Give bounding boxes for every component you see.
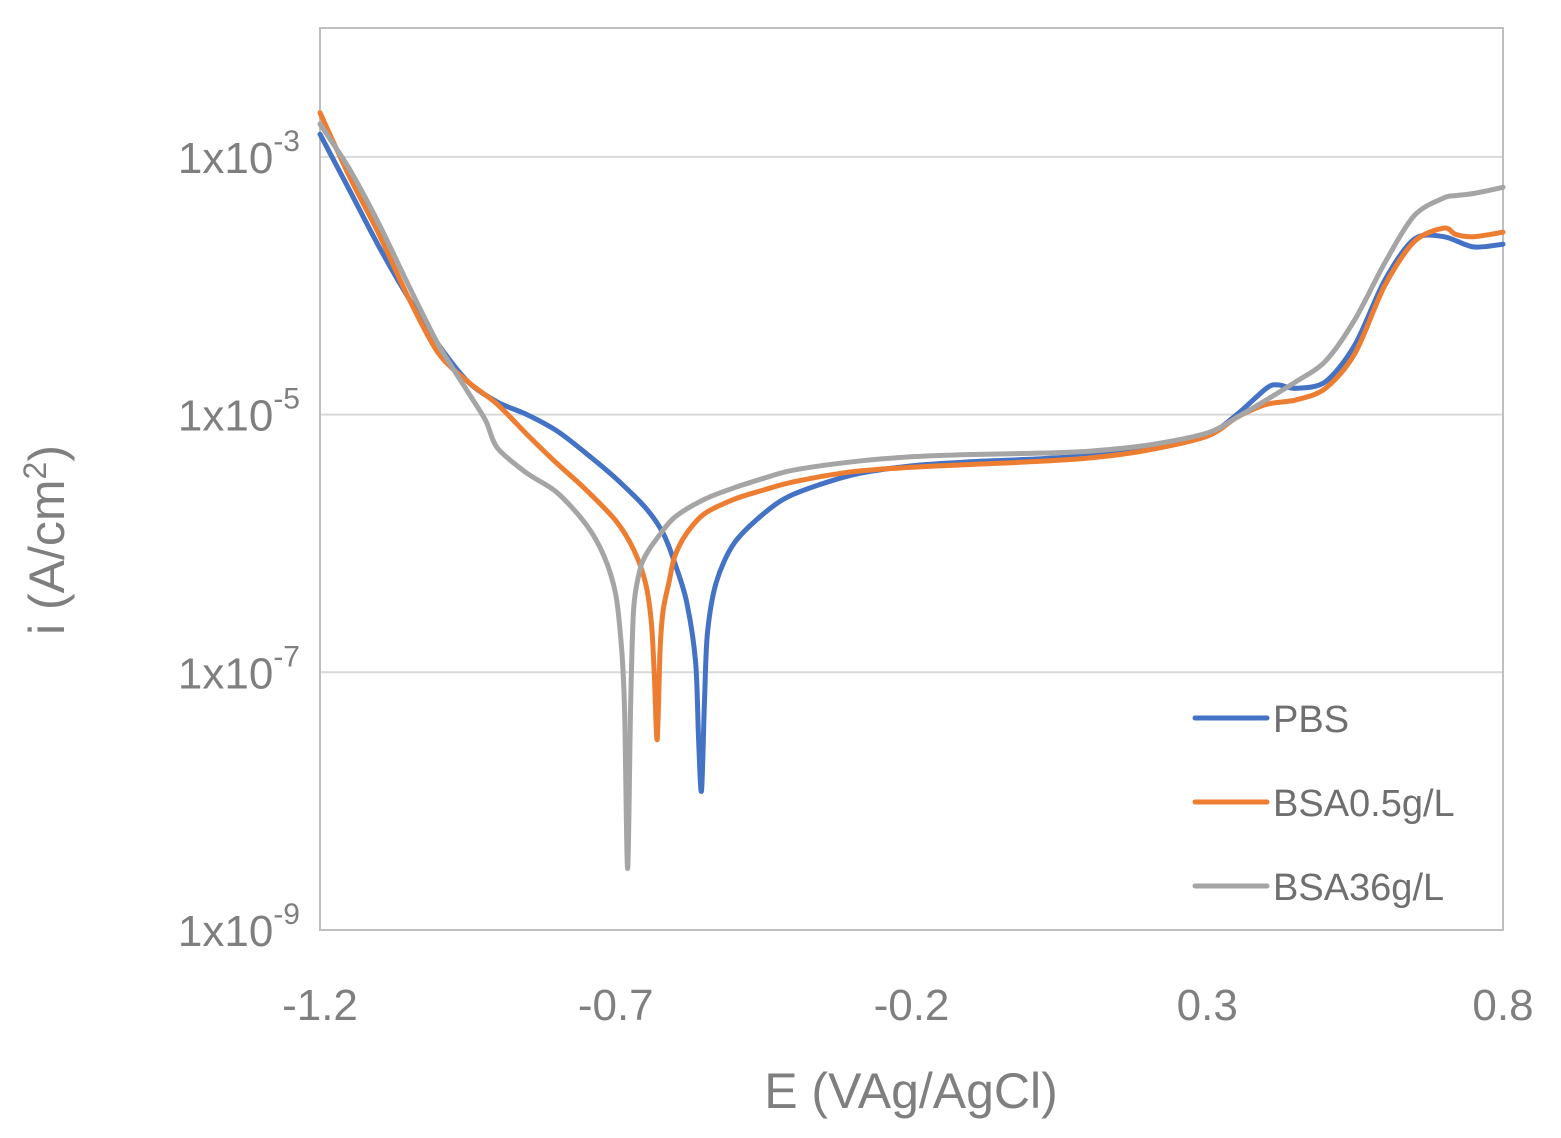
legend-label-bsa36g-l: BSA36g/L [1273, 867, 1444, 909]
y-tick-exponent: -3 [273, 125, 300, 158]
x-tick-label-3: 0.3 [1177, 981, 1238, 1030]
gridlines [320, 155, 1503, 674]
legend-label-bsa0-5g-l: BSA0.5g/L [1273, 783, 1455, 825]
legend: PBS BSA0.5g/L BSA36g/L [1192, 699, 1455, 909]
y-tick-exponent: -9 [273, 898, 300, 931]
y-axis-title-prefix: i (A/cm [19, 479, 75, 635]
plot-area-border [319, 27, 1504, 931]
y-axis-title: i (A/cm2) [17, 445, 75, 635]
x-tick-labels: -1.2 -0.7 -0.2 0.3 0.8 [282, 981, 1534, 1030]
y-tick-mantissa: 1x10 [178, 134, 273, 183]
y-axis-title-suffix: ) [19, 445, 75, 462]
y-tick-mantissa: 1x10 [178, 907, 273, 956]
y-tick-label-2: 1x10-7 [178, 640, 300, 698]
series-line-bsa36g-l [317, 121, 1506, 871]
x-tick-label-1: -0.7 [578, 981, 654, 1030]
y-tick-label-3: 1x10-9 [178, 898, 300, 956]
legend-label-pbs: PBS [1273, 699, 1349, 741]
y-tick-exponent: -5 [273, 383, 300, 416]
y-tick-mantissa: 1x10 [178, 392, 273, 441]
x-tick-label-2: -0.2 [874, 981, 950, 1030]
y-tick-mantissa: 1x10 [178, 649, 273, 698]
x-tick-label-4: 0.8 [1472, 981, 1533, 1030]
series-line-bsa0-5g-l [317, 110, 1506, 743]
x-tick-label-0: -1.2 [282, 981, 358, 1030]
series-line-pbs [317, 131, 1506, 794]
y-tick-exponent: -7 [273, 640, 300, 673]
y-axis-title-superscript: 2 [17, 462, 53, 480]
series-lines [317, 110, 1506, 871]
y-tick-label-0: 1x10-3 [178, 125, 300, 183]
x-axis-title: E (VAg/AgCl) [764, 1063, 1058, 1119]
y-tick-label-1: 1x10-5 [178, 383, 300, 441]
